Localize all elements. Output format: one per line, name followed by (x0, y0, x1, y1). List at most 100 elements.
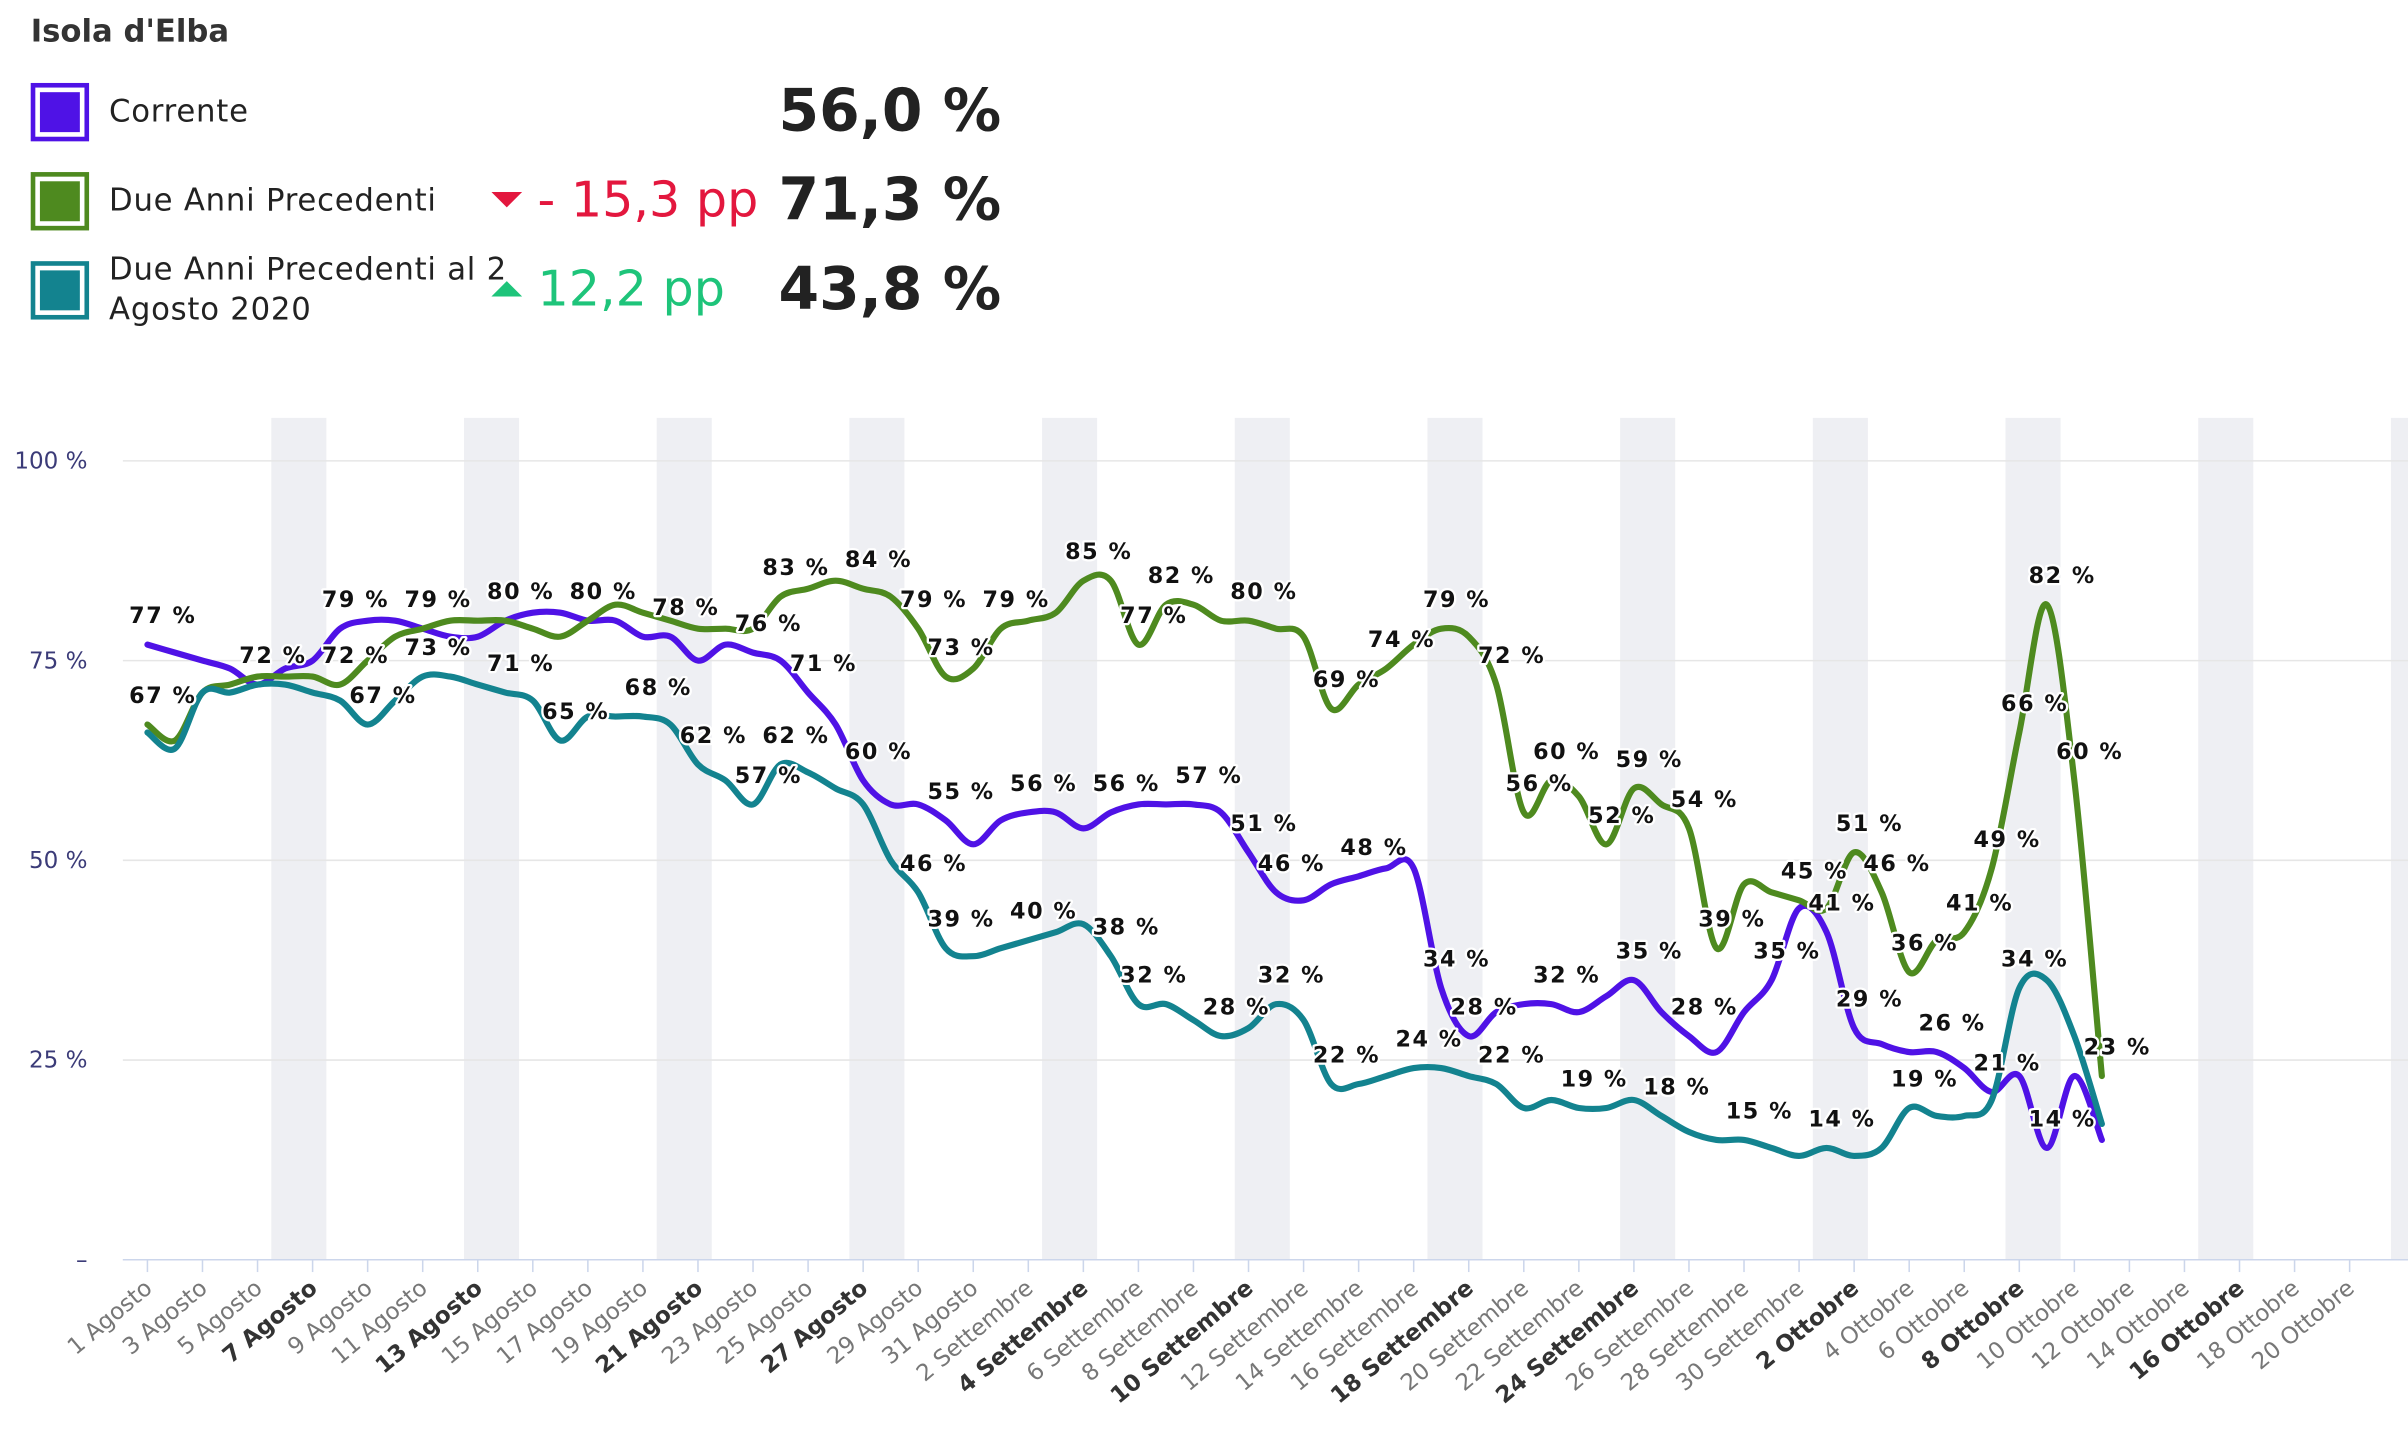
data-label: 73 % (404, 635, 471, 661)
data-label: 73 % (927, 635, 994, 661)
data-label: 24 % (1395, 1027, 1462, 1053)
data-label: 84 % (845, 547, 912, 573)
data-label: 41 % (1808, 891, 1875, 917)
weekend-band (271, 417, 327, 1260)
data-label: 40 % (1010, 899, 1077, 925)
data-label: 35 % (1753, 939, 1820, 965)
legend-total: 71,3 % (778, 165, 1002, 234)
data-label: 26 % (1918, 1011, 1985, 1037)
weekend-band (1620, 417, 1676, 1260)
data-label: 82 % (2029, 563, 2096, 589)
legend-total: 43,8 % (778, 255, 1002, 323)
data-label: 79 % (322, 587, 389, 613)
weekend-band (1427, 417, 1483, 1260)
weekend-band (1042, 417, 1098, 1260)
data-label: 77 % (129, 603, 196, 629)
y-tick-label: 75 % (29, 648, 88, 674)
legend-label: Corrente (109, 92, 249, 130)
data-label: 32 % (1258, 963, 1325, 989)
data-label: 14 % (1808, 1106, 1875, 1132)
data-label: 59 % (1616, 747, 1683, 773)
data-label: 19 % (1891, 1066, 1958, 1092)
data-label: 69 % (1313, 667, 1380, 693)
legend-row: Corrente 56,0 % (0, 68, 1014, 154)
data-label: 60 % (1533, 739, 1600, 765)
weekend-band (1234, 417, 1290, 1260)
weekend-band (1812, 417, 1868, 1260)
data-label: 56 % (1093, 771, 1160, 797)
data-label: 36 % (1891, 931, 1958, 957)
data-label: 83 % (762, 555, 829, 581)
data-label: 85 % (1065, 539, 1132, 565)
data-label: 32 % (1533, 963, 1600, 989)
series-line (144, 671, 2105, 1159)
data-label: 55 % (927, 779, 994, 805)
data-label: 60 % (2056, 739, 2123, 765)
data-label: 39 % (927, 907, 994, 933)
data-label: 48 % (1340, 835, 1407, 861)
y-tick-label: 50 % (29, 848, 88, 874)
data-label: 72 % (322, 643, 389, 669)
data-label: 57 % (1175, 763, 1242, 789)
legend-delta: - 15,3 pp (537, 170, 759, 229)
data-label: 79 % (1423, 587, 1490, 613)
series-line (144, 608, 2105, 1151)
data-label: 32 % (1120, 963, 1187, 989)
legend-label: Due Anni Precedenti al 2 Agosto 2020 (109, 250, 507, 328)
data-label: 51 % (1836, 811, 1903, 837)
data-label: 34 % (2001, 947, 2068, 973)
legend-swatch (30, 82, 90, 142)
trend-triangle (491, 192, 523, 208)
data-label: 74 % (1368, 627, 1435, 653)
data-label: 51 % (1230, 811, 1297, 837)
data-label: 72 % (239, 643, 306, 669)
data-label: 39 % (1698, 907, 1765, 933)
legend-total: 56,0 % (778, 76, 1002, 145)
data-label: 79 % (900, 587, 967, 613)
data-label: 34 % (1423, 947, 1490, 973)
legend-delta: 12,2 pp (537, 259, 725, 319)
data-label: 38 % (1093, 915, 1160, 941)
data-label: 62 % (680, 723, 747, 749)
data-label: 71 % (790, 651, 857, 677)
data-label: 29 % (1836, 987, 1903, 1013)
data-label: 66 % (2001, 691, 2068, 717)
data-label: 28 % (1203, 995, 1270, 1021)
data-label: 80 % (487, 579, 554, 605)
data-label: 71 % (487, 651, 554, 677)
data-label: 60 % (845, 739, 912, 765)
data-label: 78 % (652, 595, 719, 621)
data-label: 52 % (1588, 803, 1655, 829)
y-tick-label: – (76, 1247, 88, 1273)
series-line (144, 571, 2105, 1080)
data-label: 57 % (735, 763, 802, 789)
data-label: 23 % (2084, 1035, 2151, 1061)
legend-label: Due Anni Precedenti (109, 181, 437, 219)
weekend-band (463, 417, 520, 1260)
weekend-band (656, 417, 712, 1260)
data-label: 56 % (1506, 771, 1573, 797)
data-label: 49 % (1974, 827, 2041, 853)
legend-row: Due Anni Precedenti al 2 Agosto 2020 12,2… (0, 246, 1014, 332)
legend-swatch-fill (39, 181, 80, 222)
data-label: 79 % (404, 587, 471, 613)
chart-title: Isola d'Elba (30, 12, 230, 50)
data-label: 67 % (129, 683, 196, 709)
data-label: 22 % (1478, 1043, 1545, 1069)
data-label: 67 % (349, 683, 416, 709)
legend-swatch-fill (39, 270, 80, 311)
data-label: 80 % (570, 579, 637, 605)
data-label: 72 % (1478, 643, 1545, 669)
data-label: 45 % (1781, 859, 1848, 885)
data-label: 28 % (1451, 995, 1518, 1021)
data-label: 46 % (1863, 851, 1930, 877)
data-label: 41 % (1946, 891, 2013, 917)
data-label: 82 % (1148, 563, 1215, 589)
y-tick-label: 25 % (29, 1048, 88, 1074)
data-label: 54 % (1671, 787, 1738, 813)
data-label: 68 % (625, 675, 692, 701)
y-tick-label: 100 % (14, 449, 87, 475)
legend-swatch-fill (39, 92, 80, 133)
